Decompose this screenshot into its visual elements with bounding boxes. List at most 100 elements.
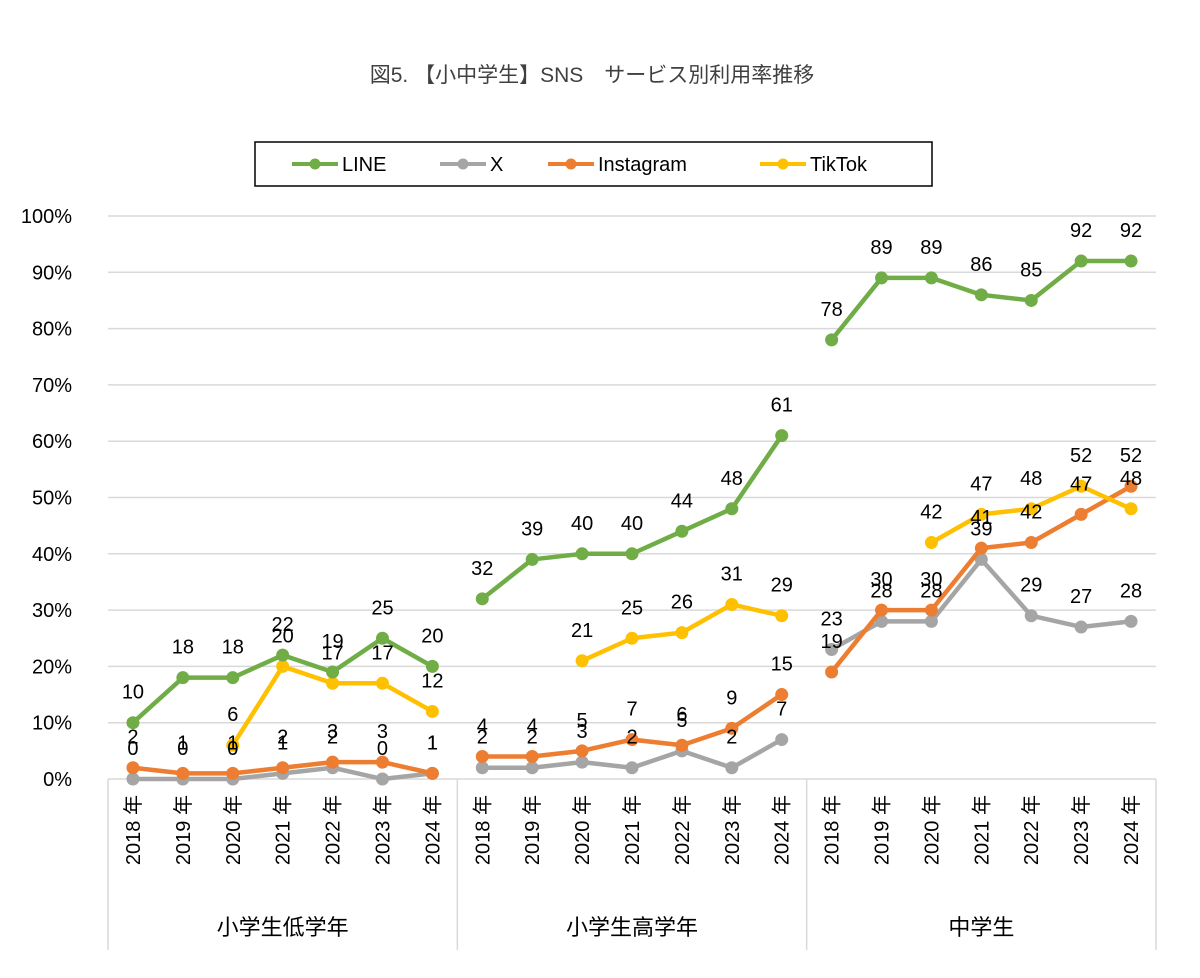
data-point xyxy=(126,761,140,775)
y-axis-ticks: 0% 10% 20% 30% 40% 50% 60% 70% 80% 90% 100% xyxy=(21,206,72,791)
data-label: 44 xyxy=(671,490,693,512)
data-label: 1 xyxy=(427,732,438,754)
data-point xyxy=(1124,254,1138,268)
data-point xyxy=(725,761,739,775)
data-label: 47 xyxy=(1070,473,1092,495)
data-label: 0 xyxy=(227,738,238,760)
legend-label: TikTok xyxy=(810,154,868,176)
data-label: 78 xyxy=(820,299,842,321)
y-tick-label: 40% xyxy=(32,544,72,566)
data-point xyxy=(775,733,789,747)
data-label: 0 xyxy=(127,738,138,760)
data-point xyxy=(326,755,340,769)
x-tick-label: 2022 年 xyxy=(322,795,345,865)
legend-item-tiktok: TikTok xyxy=(760,154,868,176)
data-label: 17 xyxy=(371,642,393,664)
data-point xyxy=(924,536,938,550)
data-point xyxy=(775,609,789,623)
x-tick-label: 2023 年 xyxy=(721,795,744,865)
data-label: 6 xyxy=(227,704,238,726)
data-label: 2 xyxy=(626,727,637,749)
data-point xyxy=(525,552,539,566)
x-tick-label: 2020 年 xyxy=(222,795,245,865)
legend-item-instagram: Instagram xyxy=(548,154,687,176)
x-tick-label: 2018 年 xyxy=(122,795,145,865)
data-label: 2 xyxy=(527,727,538,749)
data-point xyxy=(974,288,988,302)
data-label: 1 xyxy=(177,732,188,754)
data-label: 28 xyxy=(870,580,892,602)
y-tick-label: 70% xyxy=(32,375,72,397)
data-point xyxy=(875,614,889,628)
data-label: 32 xyxy=(471,558,493,580)
data-label: 29 xyxy=(771,575,793,597)
data-point xyxy=(875,271,889,285)
data-label: 2 xyxy=(127,727,138,749)
data-label: 9 xyxy=(726,687,737,709)
x-tick-label: 2018 年 xyxy=(821,795,844,865)
x-axis: 2018 年 2019 年 2020 年 2021 年 2022 年 2023 年 2024… xyxy=(107,779,1157,950)
legend-item-x: X xyxy=(440,154,503,176)
x-tick-label: 2019 年 xyxy=(172,795,195,865)
data-point xyxy=(425,766,439,780)
data-label: 89 xyxy=(870,237,892,259)
data-label: 1 xyxy=(277,732,288,754)
data-point xyxy=(226,738,240,752)
data-label: 1 xyxy=(427,732,438,754)
data-point xyxy=(226,671,240,685)
data-point xyxy=(924,603,938,617)
y-tick-label: 50% xyxy=(32,488,72,510)
legend-marker xyxy=(457,158,469,170)
y-tick-label: 60% xyxy=(32,431,72,453)
data-point xyxy=(276,659,290,673)
x-tick-label: 2020 年 xyxy=(571,795,594,865)
data-label: 3 xyxy=(327,721,338,743)
data-point xyxy=(1024,536,1038,550)
data-label: 17 xyxy=(321,642,343,664)
data-point xyxy=(1124,479,1138,493)
x-tick-label: 2024 年 xyxy=(421,795,444,865)
data-point xyxy=(126,716,140,730)
data-point xyxy=(974,541,988,555)
data-point xyxy=(375,772,389,786)
data-label: 0 xyxy=(177,738,188,760)
data-label: 5 xyxy=(577,710,588,732)
data-point xyxy=(675,524,689,538)
data-label: 86 xyxy=(970,254,992,276)
data-label: 15 xyxy=(771,654,793,676)
legend: LINE X Instagram TikTok xyxy=(254,141,933,187)
group-label: 中学生 xyxy=(948,915,1014,940)
data-point xyxy=(725,502,739,516)
data-point xyxy=(775,429,789,443)
data-label: 21 xyxy=(571,620,593,642)
data-label: 40 xyxy=(571,513,593,535)
data-label: 61 xyxy=(771,395,793,417)
y-tick-label: 30% xyxy=(32,600,72,622)
x-tick-label: 2022 年 xyxy=(1020,795,1043,865)
y-tick-label: 90% xyxy=(32,262,72,284)
x-tick-label: 2020 年 xyxy=(920,795,943,865)
data-label: 28 xyxy=(1120,580,1142,602)
x-tick-label: 2024 年 xyxy=(1120,795,1143,865)
chart-title: 図5. 【小中学生】SNS サービス別利用率推移 xyxy=(370,64,815,87)
data-label: 52 xyxy=(1070,445,1092,467)
data-point xyxy=(1074,507,1088,521)
x-tick-label: 2023 年 xyxy=(371,795,394,865)
data-label: 20 xyxy=(421,625,443,647)
legend-marker xyxy=(565,158,577,170)
data-label: 5 xyxy=(676,710,687,732)
series-tiktok xyxy=(226,479,1138,752)
data-label: 12 xyxy=(421,670,443,692)
data-point xyxy=(326,676,340,690)
x-tick-label: 2019 年 xyxy=(871,795,894,865)
data-label: 89 xyxy=(920,237,942,259)
data-label: 28 xyxy=(920,580,942,602)
y-tick-label: 100% xyxy=(21,206,72,228)
data-point xyxy=(1074,254,1088,268)
data-point xyxy=(475,592,489,606)
x-tick-label: 2024 年 xyxy=(771,795,794,865)
data-label: 2 xyxy=(726,727,737,749)
data-label: 7 xyxy=(776,699,787,721)
data-label: 92 xyxy=(1120,220,1142,242)
